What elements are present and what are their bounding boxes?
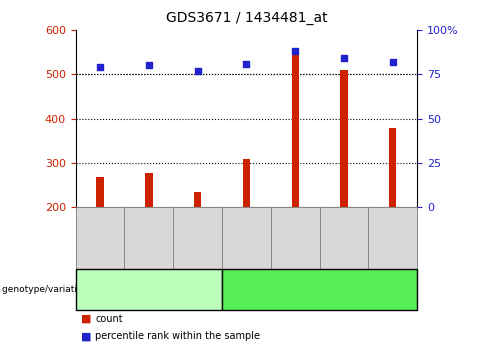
Text: GSM142374: GSM142374	[291, 212, 300, 264]
Text: genotype/variation ▶: genotype/variation ▶	[2, 285, 99, 294]
Point	[291, 48, 299, 54]
Bar	[243, 159, 250, 207]
Text: GSM142376: GSM142376	[340, 212, 348, 264]
Point	[194, 68, 202, 74]
Point	[145, 63, 153, 68]
Text: GSM142370: GSM142370	[193, 212, 202, 264]
Bar	[341, 70, 348, 207]
Text: ■: ■	[81, 314, 91, 324]
Bar	[194, 192, 202, 207]
Title: GDS3671 / 1434481_at: GDS3671 / 1434481_at	[165, 11, 327, 25]
Point	[389, 59, 397, 65]
Bar	[292, 52, 299, 207]
Text: apolipoprotein E-deficient
(apoE-/-) mother: apolipoprotein E-deficient (apoE-/-) mot…	[261, 280, 378, 299]
Point	[340, 56, 348, 61]
Bar	[145, 172, 152, 207]
Text: GSM142380: GSM142380	[388, 212, 397, 264]
Bar	[389, 128, 397, 207]
Text: percentile rank within the sample: percentile rank within the sample	[95, 331, 260, 341]
Bar	[97, 177, 104, 207]
Text: GSM142372: GSM142372	[242, 212, 251, 264]
Text: ■: ■	[81, 331, 91, 341]
Text: GSM142367: GSM142367	[96, 212, 104, 264]
Text: count: count	[95, 314, 123, 324]
Text: GSM142369: GSM142369	[144, 212, 153, 264]
Point	[96, 64, 104, 70]
Text: wildtype (apoE+/+) mother: wildtype (apoE+/+) mother	[91, 285, 207, 294]
Point	[243, 61, 250, 67]
